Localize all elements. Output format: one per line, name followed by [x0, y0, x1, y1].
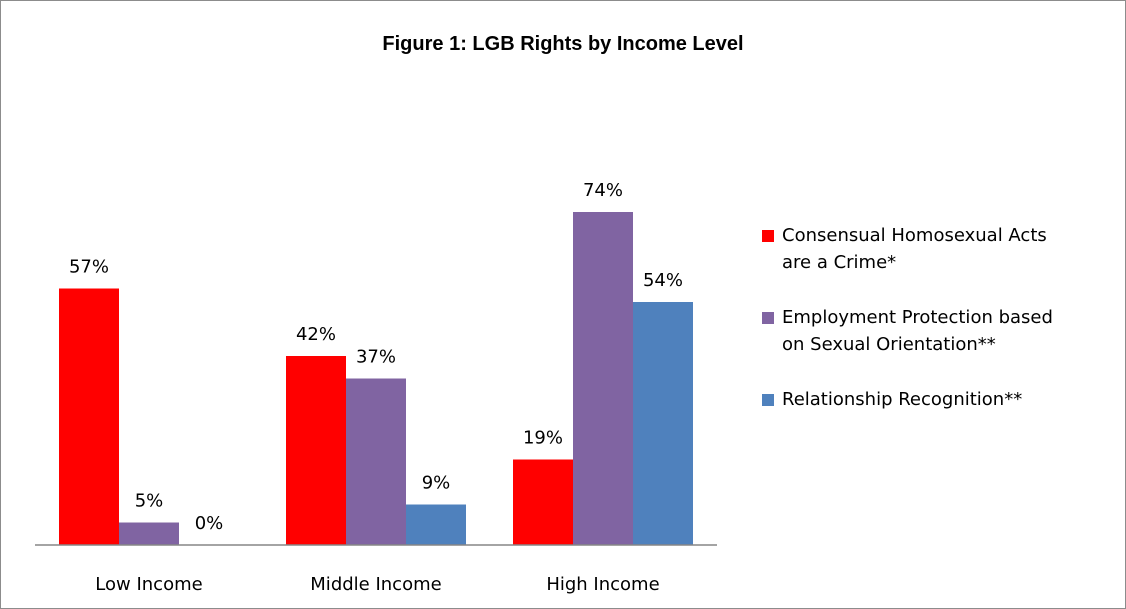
bar-low-income-series-2 — [119, 522, 179, 545]
data-label-high-income-series-2: 74% — [583, 180, 623, 201]
category-label-middle-income: Middle Income — [310, 574, 441, 595]
bar-low-income-series-1 — [59, 288, 119, 545]
bar-high-income-series-2 — [573, 212, 633, 545]
category-label-low-income: Low Income — [95, 574, 202, 595]
legend-label-crime-line2: are a Crime* — [782, 252, 897, 273]
data-label-middle-income-series-2: 37% — [356, 347, 396, 368]
bar-middle-income-series-2 — [346, 378, 406, 545]
bar-high-income-series-1 — [513, 459, 573, 545]
legend-label-relationship-line1: Relationship Recognition** — [782, 389, 1023, 410]
category-label-high-income: High Income — [546, 574, 659, 595]
bar-high-income-series-3 — [633, 302, 693, 545]
data-label-middle-income-series-3: 9% — [422, 473, 451, 494]
legend-swatch-employment — [762, 312, 774, 324]
bar-middle-income-series-1 — [286, 356, 346, 545]
legend-item-relationship: Relationship Recognition** — [762, 386, 1122, 413]
legend-item-employment: Employment Protection based on Sexual Or… — [762, 304, 1122, 358]
data-label-low-income-series-1: 57% — [69, 257, 109, 278]
data-label-middle-income-series-1: 42% — [296, 324, 336, 345]
data-label-low-income-series-3: 0% — [195, 513, 224, 534]
data-label-low-income-series-2: 5% — [135, 491, 164, 512]
bar-middle-income-series-3 — [406, 504, 466, 545]
legend-swatch-relationship — [762, 394, 774, 406]
legend-item-crime: Consensual Homosexual Acts are a Crime* — [762, 222, 1122, 276]
chart-title: Figure 1: LGB Rights by Income Level — [382, 33, 744, 55]
data-label-high-income-series-1: 19% — [523, 428, 563, 449]
legend-label-employment-line1: Employment Protection based — [782, 307, 1053, 328]
legend-swatch-crime — [762, 230, 774, 242]
legend-label-employment-line2: on Sexual Orientation** — [782, 334, 996, 355]
legend-label-crime-line1: Consensual Homosexual Acts — [782, 225, 1047, 246]
data-label-high-income-series-3: 54% — [643, 270, 683, 291]
